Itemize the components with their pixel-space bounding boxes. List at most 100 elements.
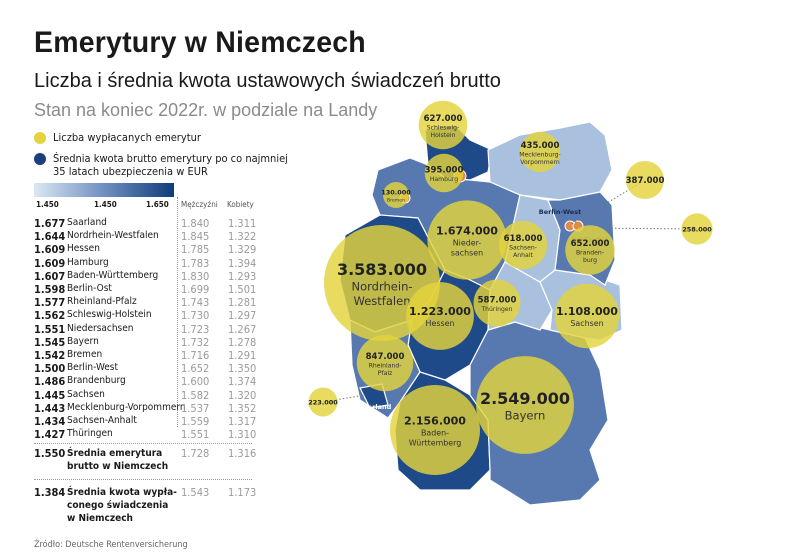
bubble-state-label: Schleswig- [427, 124, 460, 131]
average-women: 1.316 [228, 447, 257, 460]
state-name: Schleswig-Holstein [67, 309, 152, 321]
bubble-circle [383, 182, 409, 208]
bubble-count: 652.000 [571, 239, 610, 249]
men-average: 1.723 [181, 322, 210, 336]
bubble-circle [418, 100, 468, 150]
men-average: 1.840 [181, 217, 210, 230]
men-average: 1.551 [181, 428, 210, 442]
bubble-count: 387.000 [626, 176, 665, 186]
color-scale-bar [34, 183, 174, 197]
bubble-state-label: Baden- [421, 429, 449, 438]
average-paid-label: Średnia kwota wypła-conego świadczenia w … [67, 486, 177, 525]
bubble-count: 618.000 [504, 234, 543, 244]
divider [34, 443, 252, 444]
bubble-count: 130.000 [381, 189, 411, 197]
state-name: Hessen [67, 243, 100, 255]
state-label: Berlin-West [539, 208, 581, 216]
state-average: 1.644 [34, 230, 66, 244]
state-label: Saarland [359, 403, 392, 411]
average-paid-women: 1.173 [228, 486, 257, 499]
bubble-count: 435.000 [521, 141, 560, 151]
bubble-count: 2.156.000 [404, 415, 466, 428]
women-average: 1.267 [228, 322, 257, 336]
bubble-state-label: Sachsen [570, 319, 603, 328]
subtitle-date: Stan na koniec 2022r. w podziale na Land… [34, 100, 378, 120]
legend-average-label: Średnia kwota brutto emerytury po co naj… [53, 152, 288, 178]
state-average: 1.609 [34, 256, 66, 270]
table-row: 1.677 Saarland 1.840 1.311 [34, 217, 274, 232]
state-average: 1.434 [34, 415, 66, 428]
women-average: 1.281 [228, 296, 257, 310]
bubble-state-label: Nordrhein- [351, 280, 412, 294]
bubble-state-label: burg [583, 257, 597, 264]
bubble-state-label: Bayern [505, 408, 546, 422]
women-average: 1.293 [228, 269, 257, 283]
average-label-line1: Średnia emerytura [67, 448, 163, 459]
state-name: Berlin-West [67, 362, 119, 374]
bubble-count: 587.000 [478, 295, 517, 305]
state-name: Hamburg [67, 256, 109, 268]
average-paid-line2: conego świadczenia [67, 500, 169, 511]
men-average: 1.830 [181, 269, 210, 283]
state-average: 1.677 [34, 217, 66, 230]
bubble-circle [565, 225, 615, 275]
men-average: 1.785 [181, 243, 210, 257]
state-name: Baden-Württemberg [67, 269, 159, 281]
bubble-circle [498, 220, 548, 270]
women-average: 1.322 [228, 230, 257, 244]
state-name: Brandenburg [67, 375, 126, 387]
bubble-circle [554, 283, 620, 349]
legend-average-line2: 35 latach ubezpieczenia w EUR [53, 165, 208, 178]
state-name: Berlin-Ost [67, 283, 112, 294]
bubble-circle [424, 153, 464, 193]
bubble-state-label: Nieder- [453, 239, 482, 248]
bubble-berlin-west: 387.000 Berlin-West [539, 160, 665, 225]
bubble-circle [681, 213, 713, 245]
table-row: 1.577 Rheinland-Pfalz 1.743 1.281 [34, 296, 274, 311]
legend-count-label: Liczba wypłacanych emerytur [53, 131, 201, 144]
table-row-average-gross: 1.550 Średnia emerytura brutto w Niemczec… [34, 447, 274, 477]
bubble-circle [356, 334, 414, 392]
state-name: Thüringen [67, 428, 113, 440]
women-average: 1.320 [228, 388, 257, 402]
men-average: 1.783 [181, 256, 210, 270]
bubble-count: 3.583.000 [337, 260, 427, 279]
women-average: 1.374 [228, 375, 257, 389]
men-average: 1.732 [181, 335, 210, 349]
men-average: 1.652 [181, 362, 210, 376]
average-men: 1.728 [181, 447, 210, 460]
state-average: 1.607 [34, 269, 66, 283]
state-name: Sachsen-Anhalt [67, 415, 137, 426]
table-row: 1.445 Sachsen 1.582 1.320 [34, 389, 274, 404]
column-divider [177, 197, 178, 427]
state-average: 1.443 [34, 401, 66, 415]
bubble-count: 258.000 [682, 225, 712, 233]
bubble-count: 395.000 [425, 165, 464, 175]
state-average: 1.542 [34, 349, 66, 362]
men-average: 1.537 [181, 401, 210, 415]
column-header-men: Mężczyźni [181, 200, 218, 209]
bubble-circle [390, 385, 480, 475]
bubble-saarland: 223.000 Saarland [308, 387, 392, 417]
scale-label-min: 1.450 [36, 200, 59, 209]
average-paid-line3: w Niemczech [67, 513, 133, 524]
state-average: 1.486 [34, 375, 66, 389]
state-name: Mecklenburg-Vorpommern [67, 401, 186, 413]
state-name: Nordrhein-Westfalen [67, 230, 159, 242]
table-row: 1.562 Schleswig-Holstein 1.730 1.297 [34, 309, 274, 324]
state-average: 1.598 [34, 283, 66, 296]
table-row: 1.542 Bremen 1.716 1.291 [34, 349, 274, 364]
bubble-state-label: Anhalt [513, 252, 533, 259]
women-average: 1.329 [228, 243, 257, 257]
state-name: Rheinland-Pfalz [67, 296, 137, 308]
average-paid-line1: Średnia kwota wypła- [67, 487, 177, 498]
scale-label-max: 1.650 [146, 200, 169, 209]
